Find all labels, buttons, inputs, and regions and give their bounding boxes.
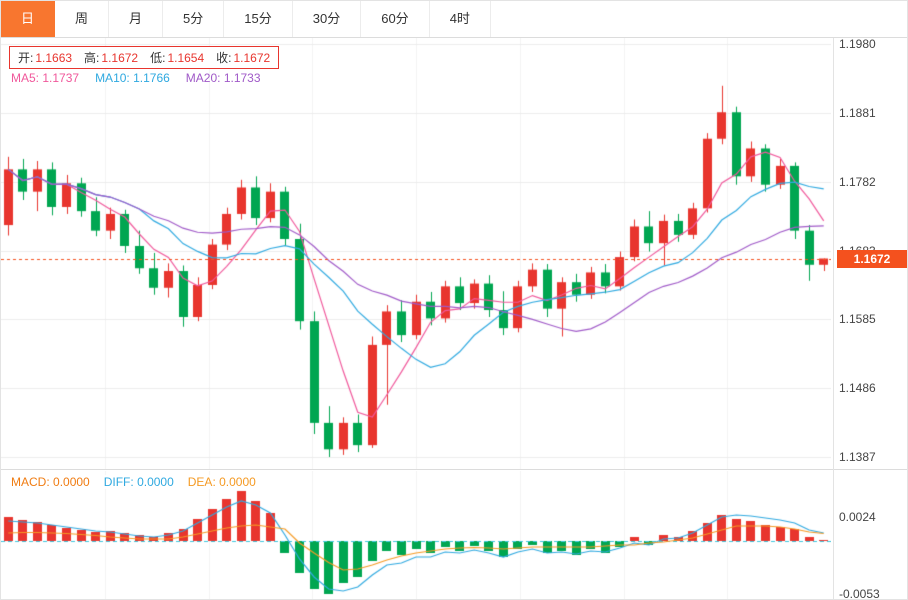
- price-axis-label: 1.1387: [839, 450, 876, 464]
- ma-readout: MA5: 1.1737 MA10: 1.1766 MA20: 1.1733: [11, 71, 261, 85]
- close-label: 收:: [216, 51, 232, 65]
- ma5-label: MA5:: [11, 71, 40, 85]
- macd-readout: MACD: 0.0000 DIFF: 0.0000 DEA: 0.0000: [11, 475, 256, 489]
- price-axis-label: 1.1486: [839, 381, 876, 396]
- macd-chart-canvas[interactable]: [1, 471, 831, 599]
- tab-5min[interactable]: 5分: [163, 1, 225, 37]
- current-price-badge: 1.1672: [837, 249, 907, 268]
- diff-value: 0.0000: [137, 475, 174, 489]
- price-axis-label: 1.1782: [839, 174, 876, 189]
- macd-axis-label: 0.0024: [839, 510, 876, 524]
- macd-value: 0.0000: [53, 475, 90, 489]
- macd-axis-label: -0.0053: [839, 587, 880, 600]
- dea-value: 0.0000: [219, 475, 256, 489]
- dea-label: DEA:: [187, 475, 216, 489]
- ohlc-readout: 开: 1.1663 高: 1.1672 低: 1.1654 收: 1.1672: [9, 46, 280, 69]
- low-value: 1.1654: [167, 51, 205, 65]
- tab-15min[interactable]: 15分: [224, 1, 293, 37]
- tab-4hour[interactable]: 4时: [430, 1, 491, 37]
- price-axis-label: 1.1585: [839, 312, 876, 327]
- tab-week[interactable]: 周: [55, 1, 110, 37]
- ma10-label: MA10:: [95, 71, 130, 85]
- ma5-value: 1.1737: [42, 71, 80, 85]
- price-axis-label: 1.1980: [839, 37, 876, 51]
- timeframe-tabbar: 日 周 月 5分 15分 30分 60分 4时: [1, 1, 907, 38]
- ma10-value: 1.1766: [133, 71, 170, 85]
- tab-30min[interactable]: 30分: [293, 1, 362, 37]
- ma20-value: 1.1733: [223, 71, 261, 85]
- candlestick-chart-canvas[interactable]: [1, 38, 831, 469]
- high-value: 1.1672: [101, 51, 139, 65]
- open-label: 开:: [18, 51, 34, 65]
- tab-60min[interactable]: 60分: [361, 1, 430, 37]
- open-value: 1.1663: [35, 51, 73, 65]
- high-label: 高:: [84, 51, 100, 65]
- close-value: 1.1672: [233, 51, 271, 65]
- diff-label: DIFF:: [103, 475, 134, 489]
- tab-day[interactable]: 日: [1, 1, 56, 37]
- low-label: 低:: [150, 51, 166, 65]
- axis-separator: [833, 38, 834, 599]
- price-axis-label: 1.1881: [839, 105, 876, 120]
- tab-month[interactable]: 月: [109, 1, 164, 37]
- macd-label: MACD:: [11, 475, 50, 489]
- ma20-label: MA20:: [185, 71, 221, 85]
- panel-separator: [1, 469, 907, 470]
